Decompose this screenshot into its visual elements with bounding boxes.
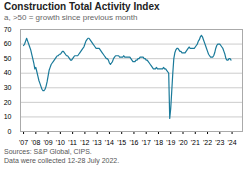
svg-text:'07: '07 [19,139,28,146]
svg-text:70: 70 [4,26,12,33]
svg-text:'12: '12 [80,139,89,146]
svg-text:'17: '17 [142,139,151,146]
html-text:a, >50 = growth since previous: a, >50 = growth since previous month [4,13,138,22]
svg-text:40: 40 [4,69,12,76]
svg-text:'14: '14 [105,139,114,146]
svg-text:'18: '18 [154,139,163,146]
svg-text:50: 50 [4,55,12,62]
html-text:Construction Total Activity In: Construction Total Activity Index [4,1,160,12]
svg-text:'21: '21 [191,139,200,146]
svg-text:'23: '23 [215,139,224,146]
svg-text:'09: '09 [44,139,53,146]
svg-text:10: 10 [4,113,12,120]
svg-text:'24: '24 [228,139,237,146]
svg-text:'15: '15 [117,139,126,146]
svg-text:'16: '16 [129,139,138,146]
svg-text:'13: '13 [93,139,102,146]
html-text:Sources: S&P Global, CIPS.: Sources: S&P Global, CIPS. [4,148,92,155]
svg-text:30: 30 [4,84,12,91]
svg-text:'20: '20 [178,139,187,146]
svg-text:20: 20 [4,99,12,106]
svg-text:'08: '08 [31,139,40,146]
svg-text:'22: '22 [203,139,212,146]
html-text:Data were collected 12-28 July: Data were collected 12-28 July 2022. [4,157,120,164]
svg-text:0: 0 [8,128,12,135]
svg-text:'10: '10 [56,139,65,146]
svg-text:60: 60 [4,40,12,47]
svg-text:'19: '19 [166,139,175,146]
svg-text:'11: '11 [68,139,77,146]
